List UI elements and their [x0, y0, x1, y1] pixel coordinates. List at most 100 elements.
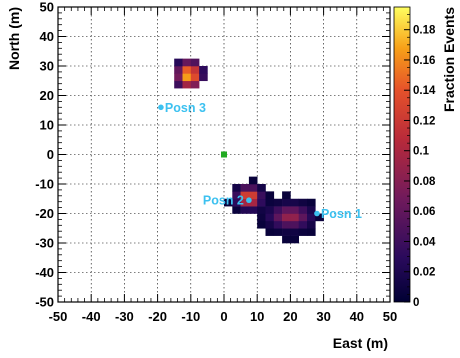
- colorbar-tick-label: 0.02: [413, 267, 435, 279]
- x-tick-label: -50: [49, 309, 68, 324]
- x-tick-label: 30: [316, 309, 330, 324]
- y-tick-label: 10: [40, 118, 54, 133]
- y-tick-label: -40: [35, 265, 54, 280]
- heatmap-cell: [315, 213, 324, 222]
- heatmap-cell: [174, 80, 183, 89]
- y-tick-label: 40: [40, 29, 54, 44]
- heatmap-cell: [265, 213, 275, 222]
- heatmap-cell: [282, 191, 291, 200]
- x-tick-label: -30: [115, 309, 134, 324]
- colorbar-tick-label: 0.04: [413, 236, 436, 248]
- heatmap-cell: [232, 191, 241, 200]
- heatmap-cell: [257, 198, 266, 207]
- heatmap-cell: [232, 184, 241, 192]
- y-tick-label: -20: [35, 206, 54, 221]
- heatmap-cell: [182, 80, 192, 89]
- heatmap-cell: [174, 66, 183, 74]
- heatmap-cell: [224, 198, 233, 207]
- heatmap-cell: [307, 228, 316, 236]
- heatmap-cell: [307, 220, 316, 229]
- heatmap-cell: [257, 191, 266, 200]
- heatmap-cell: [290, 213, 299, 222]
- heatmap-cell: [290, 220, 299, 229]
- x-tick-label: 0: [220, 309, 227, 324]
- heatmap-cell: [307, 206, 316, 214]
- colorbar-tick-label: 0.18: [413, 25, 436, 37]
- heatmap-cell: [248, 206, 258, 214]
- y-tick-labels: -50 -40 -30 -20 -10 0 10 20 30 40 50: [35, 0, 54, 310]
- colorbar-tick-label: 0.1: [413, 146, 430, 158]
- heatmap-cells: [174, 58, 324, 244]
- heatmap-cell: [307, 198, 316, 207]
- heatmap-cell: [190, 73, 200, 82]
- origin-marker: [221, 151, 227, 158]
- x-axis-title: East (m): [333, 335, 388, 351]
- position-markers: Posn 1 Posn 2 Posn 3: [158, 101, 362, 221]
- heatmap-cell: [298, 213, 308, 222]
- heatmap-cell: [248, 191, 258, 200]
- position-label: Posn 1: [321, 207, 362, 221]
- heatmap-cell: [290, 206, 299, 214]
- heatmap-cell: [282, 235, 291, 244]
- colorbar-tick-label: 0.14: [413, 85, 436, 97]
- heatmap-cell: [199, 66, 208, 74]
- x-tick-label: 50: [383, 309, 397, 324]
- heatmap-cell: [240, 184, 250, 192]
- colorbar-tick-label: 0: [413, 297, 419, 309]
- y-tick-label: -50: [35, 295, 54, 310]
- heatmap-cell: [265, 206, 275, 214]
- y-tick-label: 0: [47, 147, 54, 162]
- heatmap-cell: [257, 184, 266, 192]
- colorbar-tick-label: 0.06: [413, 206, 435, 218]
- heatmap-cell: [190, 66, 200, 74]
- heatmap-cell: [298, 198, 308, 207]
- colorbar-tick-label: 0.16: [413, 55, 435, 67]
- heatmap-cell: [307, 213, 316, 222]
- heatmap-cell: [182, 58, 192, 67]
- heatmap-cell: [232, 198, 241, 207]
- heatmap-cell: [199, 73, 208, 82]
- heatmap-cell: [257, 206, 266, 214]
- heatmap-cell: [282, 198, 291, 207]
- heatmap-cell: [282, 213, 291, 222]
- colorbar-ticks: 0 0.02 0.04 0.06 0.08 0.1 0.12 0.14 0.16 0.18: [404, 14, 436, 309]
- heatmap-cell: [298, 220, 308, 229]
- y-axis-title: North (m): [6, 7, 22, 70]
- x-tick-label: 40: [350, 309, 364, 324]
- colorbar-title: Fraction Events: [441, 7, 457, 112]
- heatmap-cell: [240, 206, 250, 214]
- heatmap-cell: [248, 176, 258, 185]
- heatmap-cell: [182, 66, 192, 74]
- heatmap-cell: [273, 213, 283, 222]
- heatmap-cell: [290, 198, 299, 207]
- colorbar-tick-label: 0.12: [413, 115, 435, 127]
- colorbar: [393, 6, 411, 303]
- heatmap-cell: [265, 198, 275, 207]
- heatmap-cell: [174, 73, 183, 82]
- heatmap-cell: [190, 58, 200, 67]
- y-tick-label: 20: [40, 88, 54, 103]
- heatmap-cell: [282, 220, 291, 229]
- heatmap-cell: [282, 228, 291, 236]
- position-label: Posn 2: [203, 194, 244, 208]
- heatmap-cell: [182, 73, 192, 82]
- position-marker: [158, 104, 164, 111]
- heatmap-cell: [273, 220, 283, 229]
- x-tick-labels: -50 -40 -30 -20 -10 0 10 20 30 40 50: [49, 309, 398, 324]
- heatmap-cell: [273, 228, 283, 236]
- heatmap-cell: [240, 191, 250, 200]
- heatmap-cell: [174, 58, 183, 67]
- heatmap-cell: [273, 206, 283, 214]
- heatmap-cell: [257, 220, 266, 229]
- y-tick-label: 30: [40, 59, 54, 74]
- grid-lines: [58, 7, 390, 302]
- heatmap-cell: [265, 191, 275, 200]
- heatmap-cell: [282, 206, 291, 214]
- position-label: Posn 3: [165, 101, 206, 115]
- x-tick-label: -40: [82, 309, 101, 324]
- x-tick-label: 20: [283, 309, 297, 324]
- heatmap-cell: [298, 206, 308, 214]
- position-marker: [246, 197, 252, 204]
- heatmap-cell: [298, 228, 308, 236]
